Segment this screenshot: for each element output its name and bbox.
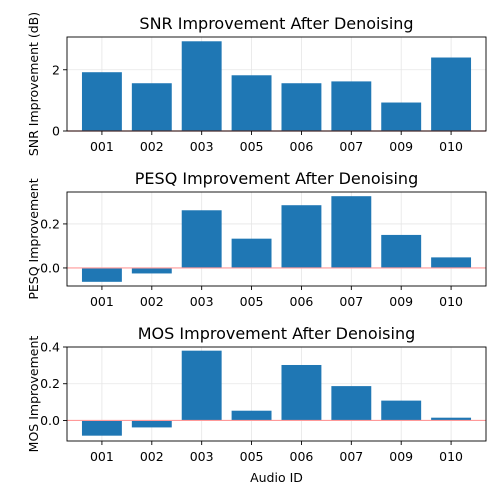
y-tick-label: 0.2 — [40, 216, 60, 231]
chart-title: PESQ Improvement After Denoising — [135, 169, 418, 188]
bar-002 — [131, 420, 172, 428]
x-tick-label: 007 — [339, 294, 363, 309]
x-axis-label: Audio ID — [250, 470, 303, 485]
bar-009 — [381, 234, 422, 268]
x-tick-label: 010 — [439, 449, 463, 464]
x-tick-label: 009 — [389, 294, 413, 309]
x-tick-label: 002 — [140, 294, 164, 309]
axes-frame — [66, 346, 487, 442]
bar-001 — [81, 267, 122, 282]
x-tick-label: 010 — [439, 139, 463, 154]
bar-006 — [281, 364, 322, 421]
x-tick-label: 007 — [339, 449, 363, 464]
bar-007 — [331, 386, 372, 421]
y-axis-label: PESQ Improvement — [26, 178, 41, 299]
chart-title: SNR Improvement After Denoising — [139, 14, 413, 33]
bar-009 — [381, 400, 422, 421]
y-tick-label: 2 — [52, 62, 60, 77]
y-tick-label: 0.0 — [40, 260, 60, 275]
x-tick-label: 001 — [90, 139, 114, 154]
y-axis-label: SNR Improvement (dB) — [26, 12, 41, 156]
bar-003 — [181, 41, 222, 131]
x-tick-label: 009 — [389, 139, 413, 154]
x-tick-label: 001 — [90, 449, 114, 464]
x-tick-label: 006 — [290, 139, 314, 154]
bar-002 — [131, 83, 172, 131]
axes-frame — [66, 191, 487, 287]
y-tick-label: 0.4 — [40, 340, 60, 355]
x-tick-label: 005 — [240, 139, 264, 154]
x-tick-label: 006 — [290, 449, 314, 464]
x-tick-label: 003 — [190, 294, 214, 309]
x-tick-label: 003 — [190, 139, 214, 154]
y-tick-label: 0.0 — [40, 413, 60, 428]
bar-005 — [231, 410, 272, 421]
chart-panel-1: 001 002 003 005 006 007 009 010 0 2 SNR Improvemen… — [26, 12, 487, 156]
bar-001 — [81, 72, 122, 131]
x-tick-label: 005 — [240, 294, 264, 309]
bar-005 — [231, 75, 272, 131]
x-tick-label: 002 — [140, 139, 164, 154]
x-tick-label: 002 — [140, 449, 164, 464]
bar-007 — [331, 81, 372, 131]
x-tick-label: 010 — [439, 294, 463, 309]
bar-003 — [181, 350, 222, 421]
y-axis-label: MOS Improvement — [26, 336, 41, 453]
x-tick-label: 005 — [240, 449, 264, 464]
y-tick-label: 0 — [52, 124, 60, 139]
bar-003 — [181, 210, 222, 268]
axes-frame — [66, 36, 487, 132]
bar-006 — [281, 205, 322, 268]
bar-007 — [331, 196, 372, 268]
bar-002 — [131, 267, 172, 274]
y-tick-label: 0.2 — [40, 376, 60, 391]
chart-title: MOS Improvement After Denoising — [138, 324, 415, 343]
bar-001 — [81, 420, 122, 436]
x-tick-label: 001 — [90, 294, 114, 309]
x-tick-label: 007 — [339, 139, 363, 154]
x-tick-label: 003 — [190, 449, 214, 464]
bar-009 — [381, 102, 422, 131]
x-tick-label: 006 — [290, 294, 314, 309]
bar-010 — [431, 257, 472, 268]
bar-010 — [431, 57, 472, 131]
bar-010 — [431, 417, 472, 421]
bar-006 — [281, 83, 322, 131]
bar-005 — [231, 238, 272, 268]
x-tick-label: 009 — [389, 449, 413, 464]
